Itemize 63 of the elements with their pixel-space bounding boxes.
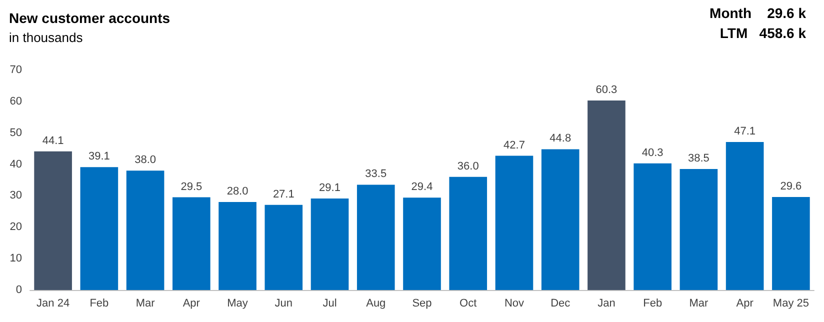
data-label: 39.1: [88, 150, 110, 163]
data-label: 29.1: [319, 182, 340, 194]
bar: [680, 169, 718, 290]
data-label: 47.1: [734, 125, 756, 138]
bar: [772, 196, 810, 290]
x-tick-label: Jun: [274, 298, 293, 310]
bar: [310, 198, 349, 290]
data-label: 29.6: [780, 180, 802, 192]
x-tick-label: Dec: [550, 298, 571, 310]
x-tick-label: Oct: [460, 298, 477, 310]
bar: [726, 142, 764, 290]
data-label: 44.1: [42, 134, 64, 147]
x-tick-label: Jan 24: [36, 298, 70, 310]
bar: [218, 202, 256, 290]
bar: [126, 170, 164, 290]
x-tick-label: May 25: [772, 298, 809, 310]
data-label: 29.5: [180, 180, 202, 193]
x-tick-label: Feb: [90, 298, 109, 310]
chart-title: New customer accounts: [9, 10, 170, 26]
bar: [34, 151, 72, 290]
y-tick-label: 30: [10, 190, 22, 202]
y-tick-label: 10: [10, 252, 22, 265]
data-label: 44.8: [550, 132, 572, 145]
y-tick-label: 50: [10, 126, 22, 139]
y-tick-label: 0: [16, 284, 22, 296]
data-label: 36.0: [457, 160, 479, 172]
bar: [172, 197, 210, 290]
data-label: 40.3: [642, 146, 664, 159]
x-tick-label: Mar: [136, 298, 156, 310]
bar: [356, 184, 395, 290]
x-tick-label: Jan: [598, 298, 616, 310]
data-label: 38.5: [688, 152, 710, 164]
y-tick-label: 40: [10, 158, 22, 170]
x-tick-label: Sep: [412, 298, 432, 310]
data-label: 38.0: [134, 154, 156, 166]
x-tick-label: Nov: [504, 298, 525, 310]
y-tick-label: 70: [10, 64, 22, 76]
x-tick-label: Apr: [182, 298, 200, 310]
bar: [634, 163, 672, 290]
bar: [264, 204, 303, 290]
y-tick-label: 60: [10, 95, 22, 108]
data-label: 60.3: [596, 84, 618, 96]
bar: [80, 167, 118, 290]
text: LTM 458.6 k: [720, 25, 806, 41]
bar: [495, 156, 534, 290]
chart-subtitle: in thousands: [9, 30, 84, 45]
bar: [541, 149, 580, 290]
data-label: 42.7: [504, 139, 525, 152]
x-tick-label: Apr: [736, 298, 754, 310]
bar: [449, 176, 488, 290]
y-tick-label: 20: [10, 221, 22, 234]
x-tick-label: Mar: [689, 298, 709, 310]
x-tick-label: Feb: [643, 298, 662, 310]
text: Month 29.6 k: [710, 5, 806, 21]
x-tick-label: May: [227, 298, 248, 310]
x-tick-label: Aug: [366, 298, 386, 310]
bar: [588, 100, 626, 290]
x-tick-label: Jul: [322, 298, 337, 310]
data-label: 29.4: [411, 181, 433, 194]
data-label: 27.1: [272, 188, 294, 200]
bar: [403, 198, 441, 290]
data-label: 33.5: [365, 168, 387, 180]
data-label: 28.0: [226, 186, 248, 198]
